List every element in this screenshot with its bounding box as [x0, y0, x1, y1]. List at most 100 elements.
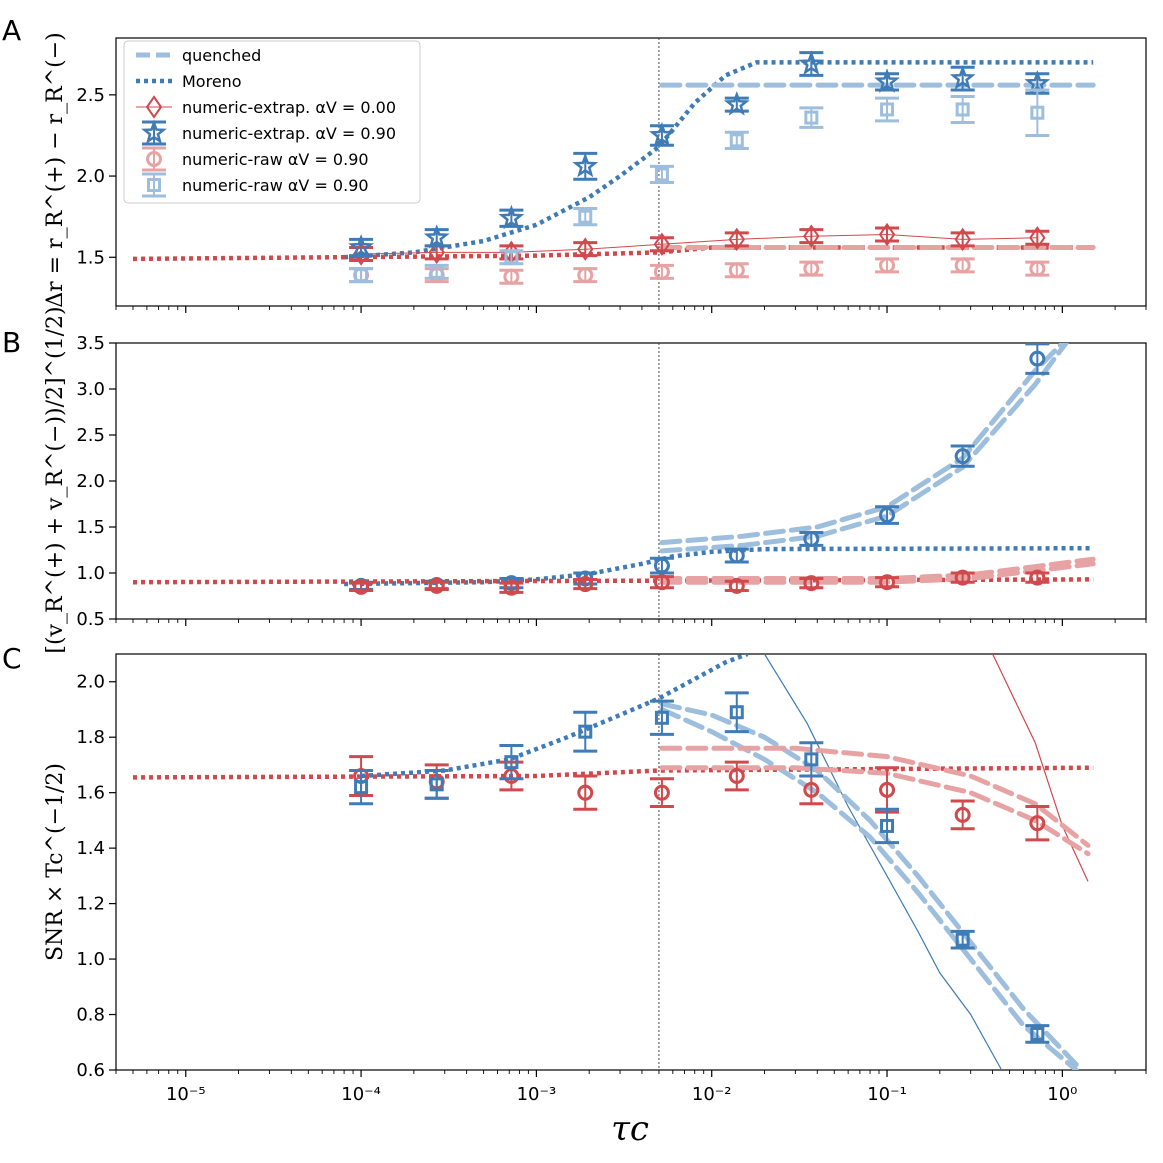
data-point — [429, 264, 444, 279]
data-point — [503, 268, 520, 285]
data-point — [803, 575, 820, 592]
x-tick-label: 10⁰ — [1047, 1084, 1077, 1105]
legend-entry: numeric-raw αV = 0.90 — [142, 172, 369, 198]
data-point — [653, 557, 670, 574]
line-moreno-blue — [360, 654, 749, 779]
plot-frame — [115, 653, 1147, 1071]
y-axis-label-a: Δr = r_R^(+) − r_R^(−) — [43, 32, 68, 307]
panel-letter-a: A — [2, 14, 21, 47]
data-point — [803, 224, 820, 248]
legend-marker — [141, 119, 167, 144]
data-point — [729, 705, 744, 720]
legend-entry: quenched — [136, 46, 261, 65]
data-point — [879, 574, 896, 591]
data-point — [1029, 569, 1046, 586]
line-quenched-blue-upper — [659, 701, 1079, 1067]
x-tick-label: 10⁻⁵ — [166, 1084, 206, 1105]
series-connector — [361, 233, 1038, 255]
data-point — [803, 260, 820, 277]
data-point — [653, 263, 670, 280]
data-point — [1030, 1026, 1045, 1041]
data-point — [1029, 350, 1046, 367]
data-point — [649, 121, 675, 147]
series-square-blue_dark — [349, 691, 1050, 1044]
legend-marker — [145, 95, 163, 119]
legend-label: numeric-extrap. αV = 0.90 — [182, 124, 396, 143]
legend-label: numeric-raw αV = 0.90 — [182, 176, 369, 195]
panel-b: 0.5 1.0 1.5 2.0 2.5 3.0 3.5 — [76, 333, 1147, 630]
line-quenched-red-lower — [659, 561, 1096, 585]
line-thin-red — [992, 654, 1089, 882]
y-tick-label: 1.6 — [76, 783, 105, 804]
data-point — [879, 507, 896, 524]
y-tick-label: 2.5 — [76, 85, 105, 106]
legend-label: quenched — [182, 46, 261, 65]
y-tick-label: 0.5 — [76, 609, 105, 630]
legend-entry: Moreno — [136, 72, 242, 91]
plot-frame — [115, 37, 1147, 307]
data-point — [728, 768, 745, 785]
plot-area — [132, 343, 1096, 619]
line-moreno-blue — [344, 545, 1094, 587]
legend-label: numeric-extrap. αV = 0.00 — [182, 98, 396, 117]
data-point — [653, 574, 670, 591]
data-point — [954, 448, 971, 465]
data-point — [728, 262, 745, 279]
data-point — [577, 576, 594, 593]
data-point — [572, 152, 599, 178]
data-point — [423, 224, 450, 249]
data-point — [577, 784, 594, 801]
plot-area — [132, 38, 1096, 306]
legend-entry: numeric-raw αV = 0.90 — [142, 146, 369, 172]
panel-c: 10⁻⁵ 10⁻⁴ 10⁻³ 10⁻² 10⁻¹ 10⁰ 0.6 0.8 1.0 1.2 1.4 1.… — [76, 653, 1147, 1105]
x-tick-label: 10⁻⁴ — [341, 1084, 381, 1105]
legend-entry: numeric-extrap. αV = 0.00 — [136, 95, 396, 119]
y-tick-label: 1.0 — [76, 949, 105, 970]
series-circle-red_dark — [349, 569, 1050, 596]
line-quenched-blue-lower — [659, 707, 1079, 1070]
x-tick-label: 10⁻¹ — [867, 1084, 907, 1105]
legend-marker — [146, 151, 162, 167]
data-point — [954, 806, 971, 823]
y-tick-label: 1.4 — [76, 838, 105, 859]
data-point — [804, 110, 819, 125]
data-point — [723, 91, 750, 116]
legend: quenched Moreno numeric-extrap. αV = 0.00 n… — [123, 40, 421, 204]
y-tick-label: 1.0 — [76, 563, 105, 584]
line-thin-blue — [763, 654, 1003, 1070]
data-point — [728, 577, 745, 594]
legend-entry: numeric-extrap. αV = 0.90 — [141, 119, 396, 146]
y-tick-label: 2.0 — [76, 672, 105, 693]
panel-letter-b: B — [2, 326, 21, 359]
y-tick-label: 2.5 — [76, 425, 105, 446]
data-point — [728, 227, 746, 252]
y-tick-label: 1.5 — [76, 247, 105, 268]
data-point — [1030, 105, 1045, 120]
data-point — [955, 102, 970, 117]
data-point — [880, 818, 895, 833]
line-moreno-blue — [343, 60, 1094, 260]
line-quenched-red-upper — [659, 745, 1091, 848]
y-tick-label: 0.8 — [76, 1005, 105, 1026]
data-point — [1029, 226, 1046, 250]
series-circle-red_light — [349, 257, 1050, 285]
data-point — [729, 133, 744, 148]
data-point — [577, 237, 594, 261]
data-point — [1029, 260, 1046, 277]
y-tick-label: 2.0 — [76, 471, 105, 492]
series-square-blue_light — [349, 88, 1050, 284]
data-point — [654, 710, 669, 725]
data-point — [354, 780, 369, 795]
panel-a: 1.5 2.0 2.5 — [76, 37, 1147, 313]
data-point — [880, 102, 895, 117]
legend-label: Moreno — [182, 72, 242, 91]
legend-box — [123, 40, 421, 204]
data-point — [428, 240, 445, 265]
data-point — [879, 781, 896, 798]
series-star-blue_dark — [348, 50, 1051, 259]
data-point — [878, 222, 896, 247]
data-point — [954, 257, 971, 274]
data-point — [653, 784, 670, 801]
data-point — [949, 65, 976, 90]
y-tick-label: 0.6 — [76, 1060, 105, 1081]
